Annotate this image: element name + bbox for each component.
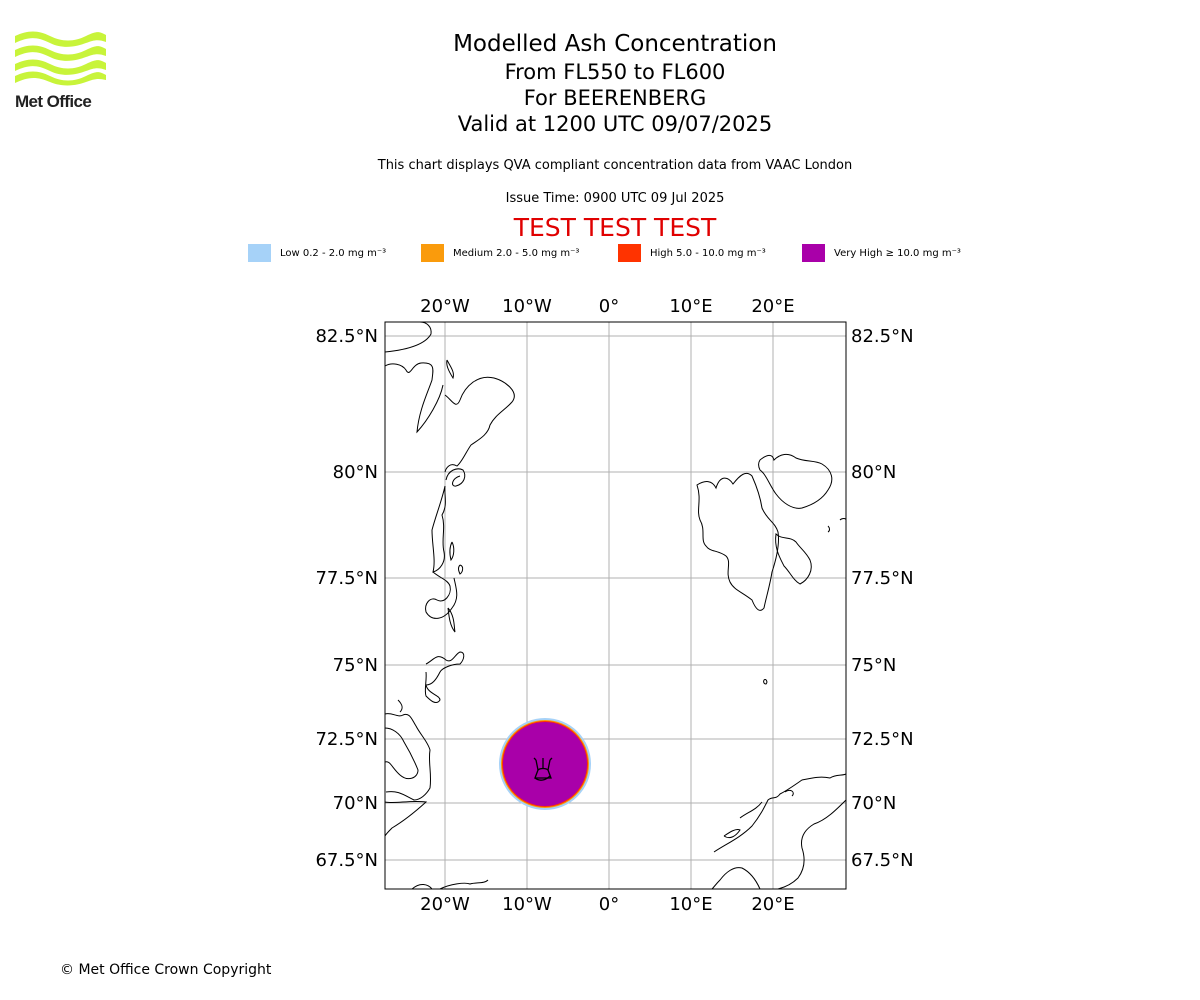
legend-label-low: Low 0.2 - 2.0 mg m⁻³ bbox=[280, 247, 387, 259]
lat-tick-left: 75°N bbox=[333, 655, 378, 676]
page-title: Modelled Ash Concentration bbox=[453, 31, 777, 57]
legend-label-very-high: Very High ≥ 10.0 mg m⁻³ bbox=[834, 247, 961, 259]
lon-tick-bottom: 0° bbox=[599, 894, 619, 915]
lat-tick-left: 70°N bbox=[333, 793, 378, 814]
chart-description: This chart displays QVA compliant concen… bbox=[377, 158, 853, 173]
lat-tick-left: 67.5°N bbox=[315, 850, 378, 871]
lon-tick-top: 10°W bbox=[502, 296, 552, 317]
lat-tick-right: 72.5°N bbox=[851, 729, 914, 750]
legend-swatch-high bbox=[618, 244, 641, 262]
lat-tick-left: 77.5°N bbox=[315, 568, 378, 589]
met-office-wave-icon bbox=[15, 31, 106, 86]
lat-tick-right: 75°N bbox=[851, 655, 896, 676]
lon-tick-top: 10°E bbox=[669, 296, 712, 317]
flight-levels: From FL550 to FL600 bbox=[504, 60, 726, 84]
lon-tick-top: 20°E bbox=[751, 296, 794, 317]
lat-tick-right: 80°N bbox=[851, 462, 896, 483]
legend-item-low: Low 0.2 - 2.0 mg m⁻³ bbox=[248, 244, 386, 262]
map-frame bbox=[384, 321, 847, 890]
volcano-name: For BEERENBERG bbox=[523, 86, 707, 110]
legend-swatch-low bbox=[248, 244, 271, 262]
issue-time: Issue Time: 0900 UTC 09 Jul 2025 bbox=[505, 191, 725, 206]
legend-item-medium: Medium 2.0 - 5.0 mg m⁻³ bbox=[421, 244, 579, 262]
lat-tick-left: 80°N bbox=[333, 462, 378, 483]
chart-titles: Modelled Ash Concentration From FL550 to… bbox=[415, 30, 815, 137]
lon-tick-bottom: 10°E bbox=[669, 894, 712, 915]
ash-very-high-region bbox=[503, 722, 587, 806]
legend-item-very-high: Very High ≥ 10.0 mg m⁻³ bbox=[802, 244, 961, 262]
logo-text: Met Office bbox=[15, 92, 92, 111]
lat-tick-right: 70°N bbox=[851, 793, 896, 814]
lon-tick-top: 20°W bbox=[420, 296, 470, 317]
coastlines bbox=[384, 321, 847, 890]
volcano-icon bbox=[533, 757, 553, 781]
lon-tick-bottom: 10°W bbox=[502, 894, 552, 915]
lat-tick-right: 82.5°N bbox=[851, 326, 914, 347]
lon-tick-top: 0° bbox=[599, 296, 619, 317]
legend-item-high: High 5.0 - 10.0 mg m⁻³ bbox=[618, 244, 766, 262]
ash-cloud bbox=[499, 718, 591, 810]
legend: Low 0.2 - 2.0 mg m⁻³ Medium 2.0 - 5.0 mg… bbox=[0, 244, 1200, 264]
valid-time: Valid at 1200 UTC 09/07/2025 bbox=[457, 112, 773, 136]
lat-tick-left: 82.5°N bbox=[315, 326, 378, 347]
legend-swatch-medium bbox=[421, 244, 444, 262]
legend-label-high: High 5.0 - 10.0 mg m⁻³ bbox=[650, 247, 766, 259]
lat-tick-right: 67.5°N bbox=[851, 850, 914, 871]
lon-tick-bottom: 20°W bbox=[420, 894, 470, 915]
lat-tick-left: 72.5°N bbox=[315, 729, 378, 750]
lat-tick-right: 77.5°N bbox=[851, 568, 914, 589]
test-banner: TEST TEST TEST bbox=[513, 213, 717, 242]
lon-tick-bottom: 20°E bbox=[751, 894, 794, 915]
legend-label-medium: Medium 2.0 - 5.0 mg m⁻³ bbox=[453, 247, 580, 259]
legend-swatch-very-high bbox=[802, 244, 825, 262]
copyright: © Met Office Crown Copyright bbox=[60, 962, 272, 978]
met-office-logo: Met Office bbox=[14, 30, 108, 111]
